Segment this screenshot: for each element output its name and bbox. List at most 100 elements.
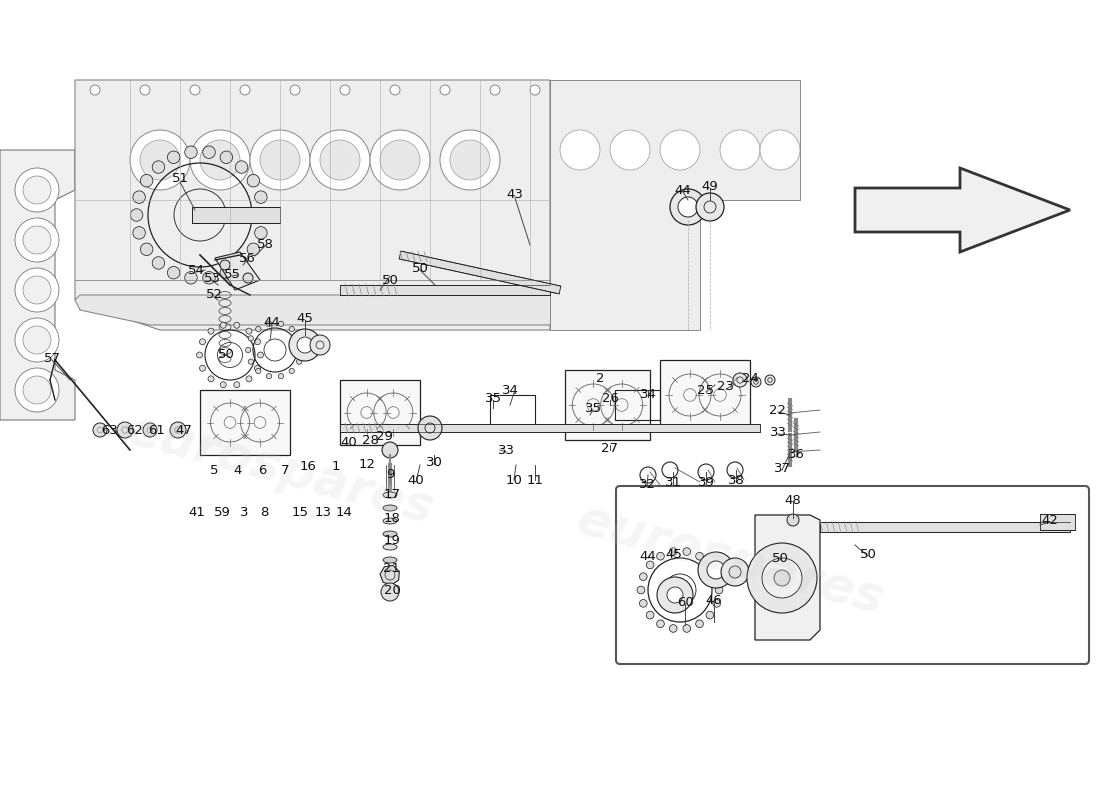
Circle shape	[234, 382, 240, 388]
Text: 50: 50	[771, 551, 789, 565]
Circle shape	[289, 329, 321, 361]
Circle shape	[133, 226, 145, 239]
FancyBboxPatch shape	[340, 380, 420, 445]
Circle shape	[370, 130, 430, 190]
Circle shape	[266, 321, 272, 326]
Text: 4: 4	[234, 463, 242, 477]
Polygon shape	[340, 285, 550, 295]
Circle shape	[670, 189, 706, 225]
Text: 21: 21	[384, 562, 400, 574]
Text: 19: 19	[384, 534, 400, 546]
Circle shape	[381, 583, 399, 601]
Text: 44: 44	[639, 550, 657, 562]
Polygon shape	[855, 168, 1070, 252]
Text: 46: 46	[705, 594, 723, 606]
Polygon shape	[399, 251, 561, 294]
Circle shape	[320, 140, 360, 180]
Text: 34: 34	[502, 383, 518, 397]
Text: 16: 16	[299, 461, 317, 474]
Circle shape	[199, 366, 206, 371]
Text: 61: 61	[148, 423, 165, 437]
Text: 36: 36	[788, 449, 804, 462]
Text: 17: 17	[384, 489, 400, 502]
Polygon shape	[820, 522, 1070, 532]
Text: 52: 52	[206, 289, 222, 302]
Text: 31: 31	[664, 475, 682, 489]
Circle shape	[760, 130, 800, 170]
Circle shape	[141, 174, 153, 187]
Circle shape	[450, 140, 490, 180]
Text: 25: 25	[697, 383, 715, 397]
Circle shape	[647, 561, 653, 569]
Circle shape	[667, 587, 683, 603]
Circle shape	[297, 337, 313, 353]
Text: 12: 12	[359, 458, 375, 470]
Circle shape	[246, 328, 252, 334]
Ellipse shape	[383, 557, 397, 563]
Circle shape	[747, 543, 817, 613]
Circle shape	[23, 176, 51, 204]
Text: 42: 42	[1042, 514, 1058, 526]
Text: 50: 50	[218, 349, 234, 362]
Circle shape	[751, 377, 761, 387]
Circle shape	[254, 226, 267, 239]
Polygon shape	[1040, 514, 1075, 530]
Circle shape	[683, 625, 691, 632]
Text: 55: 55	[223, 267, 241, 281]
Circle shape	[390, 85, 400, 95]
Text: 23: 23	[717, 381, 735, 394]
Circle shape	[530, 85, 540, 95]
Text: 53: 53	[204, 271, 220, 285]
Circle shape	[774, 570, 790, 586]
Text: 3: 3	[240, 506, 249, 519]
Circle shape	[696, 193, 724, 221]
Text: eurospares: eurospares	[571, 496, 889, 624]
Circle shape	[202, 271, 216, 284]
Circle shape	[141, 243, 153, 255]
Circle shape	[289, 326, 295, 332]
Circle shape	[167, 266, 180, 279]
Circle shape	[220, 322, 227, 328]
Text: 15: 15	[292, 506, 308, 519]
Circle shape	[440, 130, 500, 190]
Circle shape	[15, 168, 59, 212]
Text: 44: 44	[264, 317, 280, 330]
FancyBboxPatch shape	[616, 486, 1089, 664]
Polygon shape	[379, 566, 399, 585]
Circle shape	[698, 552, 734, 588]
Text: 8: 8	[260, 506, 268, 519]
Text: 18: 18	[384, 511, 400, 525]
Circle shape	[243, 273, 253, 283]
Circle shape	[254, 191, 267, 203]
Polygon shape	[550, 80, 800, 330]
Polygon shape	[75, 80, 550, 330]
Circle shape	[764, 375, 776, 385]
Text: 20: 20	[384, 583, 400, 597]
Text: 22: 22	[770, 403, 786, 417]
Text: 48: 48	[784, 494, 802, 506]
Circle shape	[278, 321, 284, 326]
Text: 50: 50	[382, 274, 398, 286]
Circle shape	[15, 218, 59, 262]
Text: 40: 40	[341, 435, 358, 449]
Circle shape	[786, 514, 799, 526]
Circle shape	[713, 599, 721, 607]
Circle shape	[260, 140, 300, 180]
Text: 63: 63	[101, 423, 119, 437]
Circle shape	[249, 336, 253, 341]
Circle shape	[249, 359, 253, 364]
Text: 56: 56	[239, 251, 255, 265]
Text: 34: 34	[639, 389, 657, 402]
Circle shape	[185, 146, 197, 158]
Text: 50: 50	[411, 262, 428, 274]
Circle shape	[90, 85, 100, 95]
Text: 33: 33	[497, 443, 515, 457]
Circle shape	[289, 368, 295, 374]
Circle shape	[706, 611, 714, 619]
Circle shape	[200, 140, 240, 180]
Circle shape	[245, 347, 251, 353]
Ellipse shape	[383, 492, 397, 498]
Circle shape	[647, 611, 653, 619]
Text: 62: 62	[126, 423, 143, 437]
Circle shape	[15, 318, 59, 362]
